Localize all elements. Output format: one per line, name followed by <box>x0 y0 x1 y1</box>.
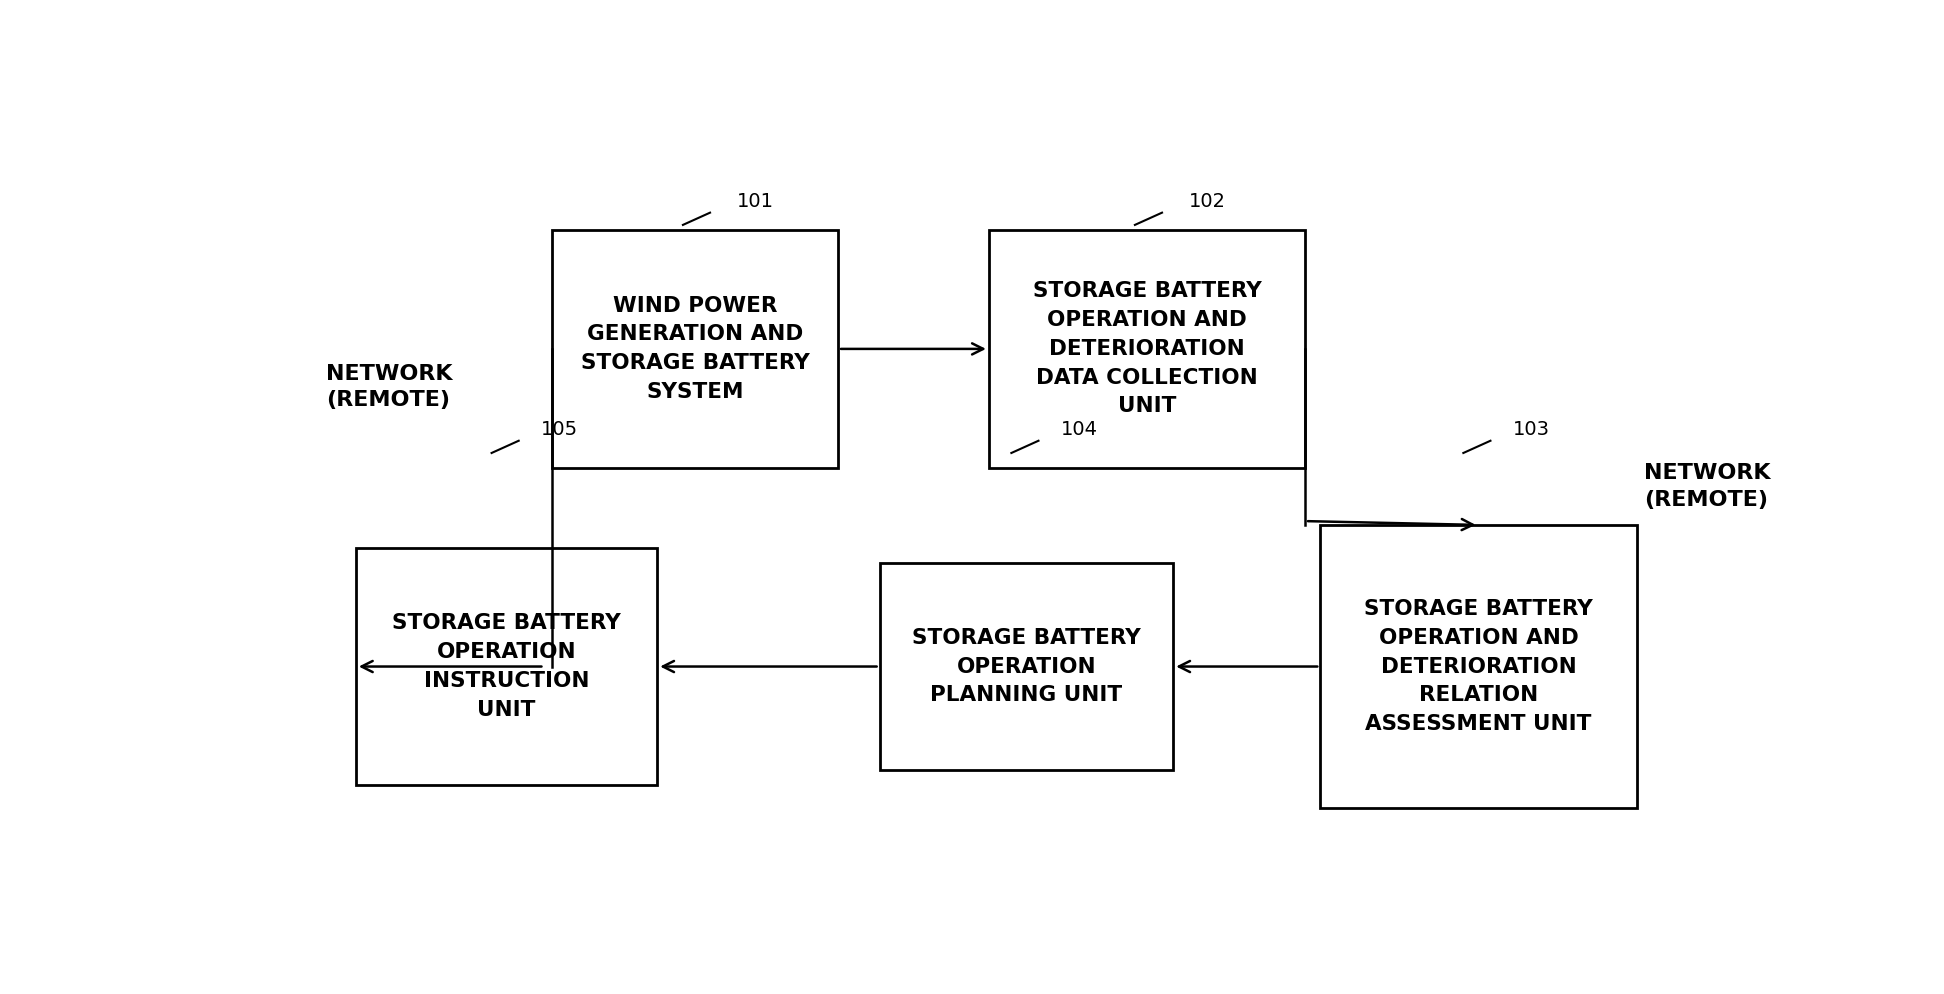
Bar <box>879 564 1174 769</box>
Text: 103: 103 <box>1512 420 1549 439</box>
Bar <box>989 231 1304 467</box>
Text: NETWORK
(REMOTE): NETWORK (REMOTE) <box>1645 463 1771 510</box>
Text: NETWORK
(REMOTE): NETWORK (REMOTE) <box>327 364 453 411</box>
Text: 101: 101 <box>737 192 774 211</box>
Text: 105: 105 <box>540 420 579 439</box>
Bar <box>356 548 657 785</box>
Bar <box>552 231 838 467</box>
Bar <box>1320 525 1637 808</box>
Text: STORAGE BATTERY
OPERATION
INSTRUCTION
UNIT: STORAGE BATTERY OPERATION INSTRUCTION UN… <box>393 613 620 720</box>
Text: STORAGE BATTERY
OPERATION
PLANNING UNIT: STORAGE BATTERY OPERATION PLANNING UNIT <box>912 628 1141 706</box>
Text: 102: 102 <box>1190 192 1227 211</box>
Text: 104: 104 <box>1061 420 1098 439</box>
Text: WIND POWER
GENERATION AND
STORAGE BATTERY
SYSTEM: WIND POWER GENERATION AND STORAGE BATTER… <box>581 295 809 403</box>
Text: STORAGE BATTERY
OPERATION AND
DETERIORATION
RELATION
ASSESSMENT UNIT: STORAGE BATTERY OPERATION AND DETERIORAT… <box>1365 599 1592 735</box>
Text: STORAGE BATTERY
OPERATION AND
DETERIORATION
DATA COLLECTION
UNIT: STORAGE BATTERY OPERATION AND DETERIORAT… <box>1032 281 1262 416</box>
